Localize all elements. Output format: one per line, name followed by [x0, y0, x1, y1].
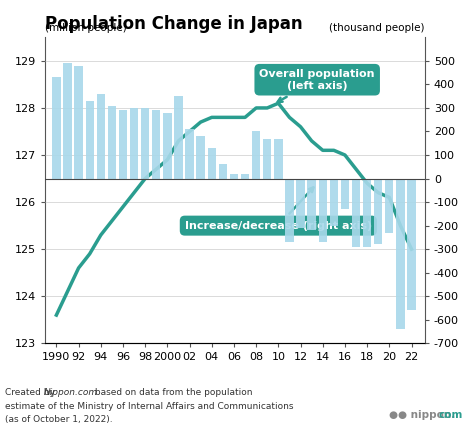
Text: Increase/decrease (right axis): Increase/decrease (right axis)	[185, 187, 372, 231]
Bar	[64, 63, 72, 179]
Bar	[85, 101, 94, 179]
Bar	[341, 179, 349, 209]
Bar	[163, 113, 172, 179]
Bar	[230, 174, 238, 179]
Bar	[197, 136, 205, 179]
Bar	[407, 179, 416, 310]
Bar	[296, 179, 305, 228]
Bar	[119, 110, 127, 179]
Text: Overall population
(left axis): Overall population (left axis)	[259, 69, 375, 102]
Bar	[374, 179, 383, 245]
Text: (as of October 1, 2022).: (as of October 1, 2022).	[5, 415, 112, 424]
Text: Nippon.com: Nippon.com	[44, 388, 98, 397]
Bar	[108, 106, 116, 179]
Text: estimate of the Ministry of Internal Affairs and Communications: estimate of the Ministry of Internal Aff…	[5, 402, 293, 410]
Bar	[74, 66, 83, 179]
Bar	[97, 94, 105, 179]
Text: Population Change in Japan: Population Change in Japan	[46, 15, 303, 33]
Bar	[330, 179, 338, 226]
Bar	[285, 179, 293, 242]
Bar	[141, 108, 149, 179]
Bar	[352, 179, 360, 247]
Bar	[252, 131, 260, 179]
Bar	[274, 139, 283, 179]
Bar	[130, 108, 138, 179]
Bar	[52, 77, 61, 179]
Bar	[185, 129, 194, 179]
Bar	[208, 148, 216, 179]
Text: ●● nippon.: ●● nippon.	[389, 410, 455, 420]
Bar	[219, 165, 227, 179]
Bar	[263, 139, 272, 179]
Bar	[363, 179, 371, 247]
Bar	[385, 179, 393, 233]
Text: com: com	[438, 410, 463, 420]
Bar	[174, 96, 182, 179]
Bar	[308, 179, 316, 230]
Text: (thousand people): (thousand people)	[329, 23, 425, 33]
Bar	[396, 179, 405, 329]
Text: based on data from the population: based on data from the population	[92, 388, 253, 397]
Bar	[319, 179, 327, 242]
Text: (million people): (million people)	[46, 23, 127, 33]
Text: Created by: Created by	[5, 388, 57, 397]
Bar	[152, 110, 160, 179]
Bar	[241, 174, 249, 179]
